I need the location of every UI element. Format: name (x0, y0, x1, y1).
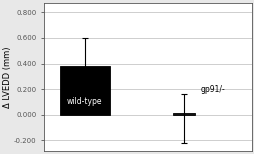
Text: wild-type: wild-type (67, 97, 102, 106)
Text: gp91/-: gp91/- (199, 85, 224, 94)
Bar (60, 66, 109, 115)
Y-axis label: Δ LVEDD (mm): Δ LVEDD (mm) (4, 46, 12, 108)
Bar (172, 113, 194, 115)
